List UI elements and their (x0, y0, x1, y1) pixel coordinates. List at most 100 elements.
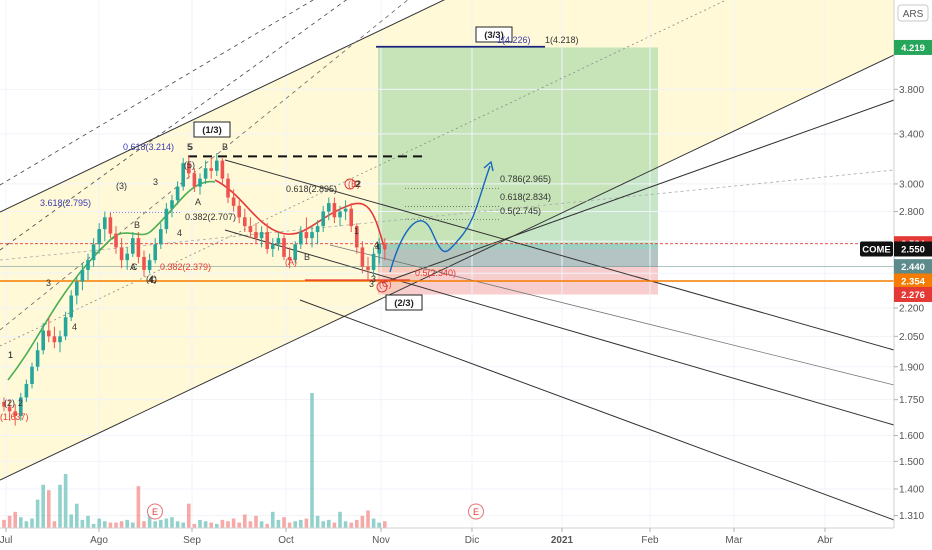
candle-body (13, 411, 17, 417)
candle[interactable] (321, 205, 325, 233)
volume-bar (136, 486, 141, 528)
wave-circle-marker (344, 178, 356, 190)
candle-body (175, 186, 180, 201)
candle[interactable] (24, 379, 29, 402)
candle[interactable] (2, 397, 6, 412)
candle[interactable] (215, 153, 219, 177)
candle[interactable] (181, 158, 185, 191)
candle[interactable] (271, 238, 275, 257)
candle[interactable] (226, 173, 230, 204)
candle[interactable] (80, 263, 85, 291)
currency-label: ARS (903, 9, 924, 20)
candle[interactable] (75, 276, 79, 305)
candle[interactable] (7, 399, 12, 421)
candle-body (310, 232, 314, 239)
candle[interactable] (332, 197, 337, 224)
candle-body (136, 238, 141, 257)
candle[interactable] (47, 317, 51, 343)
candle[interactable] (327, 197, 331, 221)
candle[interactable] (63, 311, 68, 341)
candle[interactable] (293, 241, 297, 264)
candle[interactable] (259, 226, 264, 248)
candles[interactable] (2, 153, 387, 426)
candle-body (355, 226, 359, 248)
candle[interactable] (119, 238, 124, 269)
candle[interactable] (237, 200, 241, 224)
candle[interactable] (220, 158, 225, 184)
candle-body (209, 168, 213, 171)
candle-body (215, 160, 219, 171)
candle[interactable] (136, 232, 141, 264)
candle[interactable] (86, 253, 90, 280)
wave-number: C (150, 275, 157, 285)
wave-number: 4 (72, 322, 77, 332)
candle[interactable] (114, 226, 118, 254)
candle-body (7, 406, 12, 412)
candle[interactable] (287, 247, 292, 269)
candle[interactable] (35, 342, 40, 371)
last-price-tag[interactable]: COME 2.550 (860, 241, 932, 257)
candle[interactable] (366, 256, 370, 280)
candle[interactable] (315, 220, 320, 245)
candle[interactable] (125, 247, 129, 270)
annotation-label: 0.382(2.707) (185, 212, 236, 222)
candle[interactable] (355, 223, 359, 254)
candle[interactable] (142, 250, 146, 277)
candle[interactable] (58, 330, 62, 353)
candle[interactable] (231, 189, 236, 212)
annotation-label: B (222, 142, 228, 152)
candle[interactable] (310, 226, 314, 248)
candle[interactable] (108, 212, 113, 239)
candle[interactable] (299, 226, 303, 249)
candle[interactable] (91, 238, 96, 267)
candle-body (287, 256, 292, 261)
candle[interactable] (147, 253, 152, 274)
candle[interactable] (282, 235, 286, 261)
candle-body (192, 173, 197, 187)
candle[interactable] (170, 194, 174, 218)
candle[interactable] (164, 203, 169, 234)
candle[interactable] (153, 238, 157, 264)
price-tick-label: 1.750 (899, 395, 924, 406)
candle[interactable] (243, 208, 247, 233)
candle[interactable] (304, 217, 309, 245)
candle[interactable] (187, 155, 191, 179)
candle[interactable] (349, 203, 353, 233)
candle[interactable] (198, 173, 202, 195)
candle[interactable] (254, 223, 258, 245)
candle[interactable] (383, 238, 387, 261)
volume-bar (371, 518, 376, 528)
candle[interactable] (52, 326, 57, 349)
candle[interactable] (192, 168, 197, 193)
candle[interactable] (97, 223, 101, 254)
candle[interactable] (276, 232, 281, 251)
candle[interactable] (248, 217, 253, 239)
candle[interactable] (371, 247, 376, 277)
candle-body (91, 244, 96, 261)
volume-bar (355, 519, 359, 528)
candle-body (181, 163, 185, 187)
currency-badge[interactable]: ARS (897, 4, 929, 22)
candle[interactable] (13, 404, 17, 426)
candle[interactable] (360, 241, 365, 274)
candle[interactable] (343, 200, 348, 221)
candle[interactable] (131, 232, 135, 257)
candle[interactable] (159, 223, 163, 249)
candle[interactable] (69, 290, 73, 322)
candle-body (321, 211, 325, 227)
price-tick-label: 2.800 (899, 207, 924, 218)
candle[interactable] (377, 238, 381, 264)
time-tick-label: Abr (817, 535, 833, 546)
candle-body (108, 217, 113, 234)
candle[interactable] (209, 158, 213, 179)
candle[interactable] (103, 211, 107, 242)
candle[interactable] (19, 392, 23, 421)
candle[interactable] (203, 160, 208, 184)
candle[interactable] (41, 322, 45, 355)
candle[interactable] (338, 205, 342, 227)
price-tag-box (894, 286, 932, 302)
candle[interactable] (265, 223, 269, 254)
candle[interactable] (30, 362, 34, 389)
candle[interactable] (175, 181, 180, 205)
